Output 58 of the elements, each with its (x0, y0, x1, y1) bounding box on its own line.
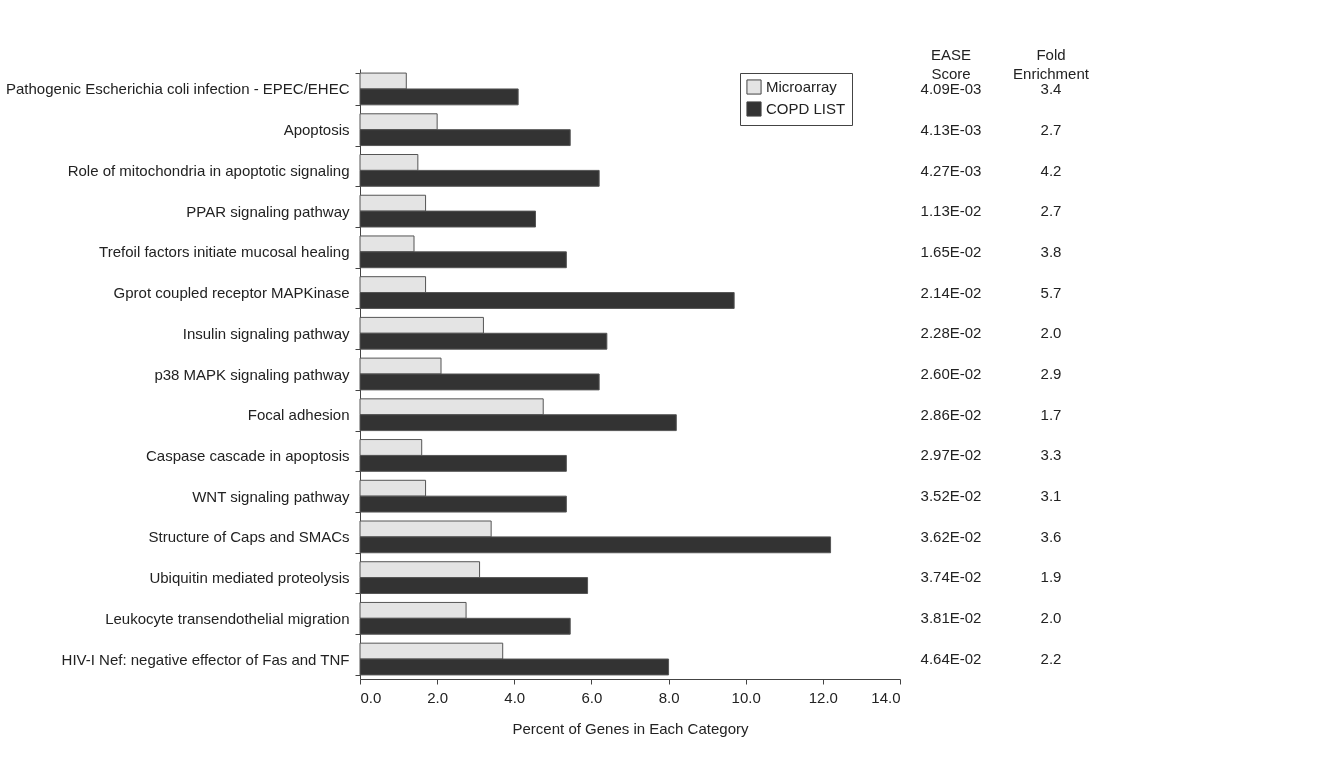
y-tick-label: WNT signaling pathway (192, 487, 350, 505)
text: 3.3 (1040, 446, 1062, 464)
text: 4.09E-03 (920, 80, 982, 98)
text: 3.74E-02 (920, 568, 982, 586)
text: 1.7 (1040, 405, 1062, 423)
x-tick-label: 12.0 (808, 688, 838, 706)
y-tick-label: Focal adhesion (247, 406, 350, 424)
y-tick-label: Leukocyte transendothelial migration (105, 609, 350, 627)
x-tick-label: 10.0 (731, 688, 761, 706)
x-tick-label: 6.0 (581, 688, 603, 706)
text: 1.65E-02 (920, 243, 982, 260)
text: 3.6 (1040, 527, 1062, 545)
y-tick-label: Gprot coupled receptor MAPKinase (113, 284, 350, 302)
text: 2.97E-02 (920, 446, 982, 464)
text: 2.0 (1040, 609, 1062, 626)
text: 1.13E-02 (920, 202, 982, 220)
text: 4.2 (1040, 161, 1062, 179)
text: Fold Enrichment (1013, 46, 1090, 82)
text: 4.64E-02 (920, 649, 982, 667)
text: 5.7 (1040, 283, 1062, 301)
legend-label: COPD LIST (766, 100, 846, 117)
text: 2.7 (1040, 202, 1062, 220)
text: 1.9 (1040, 568, 1062, 586)
y-tick-label: Role of mitochondria in apoptotic signaling (67, 161, 350, 179)
y-tick-label: PPAR signaling pathway (186, 202, 350, 220)
x-tick-label: 4.0 (504, 688, 526, 706)
text: 2.9 (1040, 365, 1062, 382)
y-tick-label: Pathogenic Escherichia coli infection - EPEC/EHEC (6, 80, 350, 98)
y-tick-label: Insulin signaling pathway (182, 324, 350, 342)
x-tick-label: 0.0 (360, 688, 382, 706)
y-tick-label: Ubiquitin mediated proteolysis (149, 569, 350, 587)
x-tick-label: 14.0 (871, 688, 901, 706)
text: 2.86E-02 (920, 405, 982, 423)
y-tick-label: HIV-I Nef: negative effector of Fas and TNF (61, 650, 350, 668)
x-axis-title: Percent of Genes in Each Category (512, 719, 749, 737)
x-tick-label: 8.0 (658, 688, 680, 706)
text: 2.0 (1040, 324, 1062, 342)
text: 2.14E-02 (920, 283, 982, 301)
text: 2.60E-02 (920, 365, 982, 382)
text: 2.28E-02 (920, 324, 982, 342)
text: 4.27E-03 (920, 161, 982, 179)
y-tick-label: p38 MAPK signaling pathway (154, 365, 350, 383)
text: 3.62E-02 (920, 527, 982, 545)
text: 3.4 (1040, 80, 1062, 98)
x-tick-label: 2.0 (427, 688, 449, 706)
text: 3.52E-02 (920, 487, 982, 504)
text: 4.13E-03 (920, 121, 982, 138)
legend-label: Microarray (766, 78, 838, 95)
text: 3.8 (1040, 243, 1062, 260)
y-tick-label: Apoptosis (283, 121, 350, 139)
y-tick-label: Caspase cascade in apoptosis (146, 446, 350, 464)
text: EASE Score (930, 46, 972, 82)
y-tick-label: Structure of Caps and SMACs (148, 528, 350, 546)
text: 3.81E-02 (920, 609, 982, 626)
text: 3.1 (1040, 487, 1062, 504)
text: 2.2 (1040, 649, 1062, 667)
y-tick-label: Trefoil factors initiate mucosal healing (99, 243, 350, 261)
text: 2.7 (1040, 121, 1062, 138)
